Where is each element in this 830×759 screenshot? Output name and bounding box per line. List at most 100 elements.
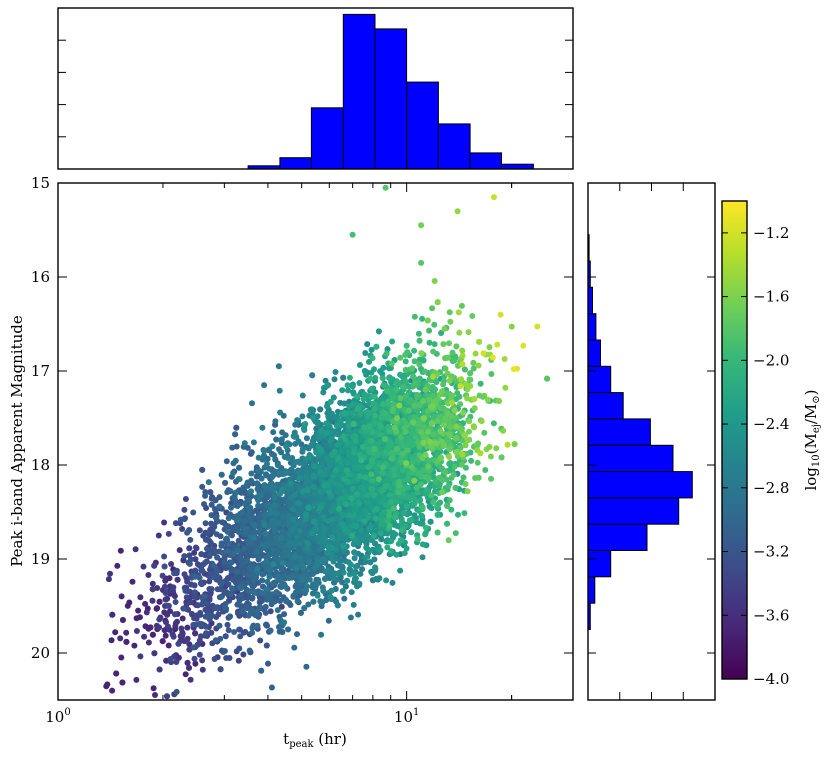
scatter-point bbox=[321, 534, 328, 541]
scatter-point bbox=[259, 595, 266, 602]
scatter-point bbox=[202, 520, 209, 527]
scatter-point bbox=[275, 462, 281, 469]
scatter-point bbox=[242, 530, 248, 537]
scatter-point bbox=[309, 571, 316, 577]
scatter-point bbox=[191, 582, 198, 589]
scatter-point bbox=[278, 437, 285, 444]
scatter-point bbox=[233, 489, 240, 496]
scatter-point bbox=[274, 607, 281, 614]
scatter-point bbox=[245, 538, 252, 545]
scatter-point bbox=[233, 424, 240, 431]
scatter-point bbox=[133, 628, 140, 634]
scatter-point bbox=[149, 597, 156, 604]
scatter-point bbox=[275, 624, 282, 630]
scatter-point bbox=[283, 443, 290, 450]
scatter-point bbox=[134, 737, 140, 743]
scatter-point bbox=[249, 595, 256, 602]
scatter-point bbox=[266, 573, 273, 580]
scatter-point bbox=[208, 629, 215, 636]
scatter-point bbox=[276, 387, 283, 394]
scatter-point bbox=[187, 556, 194, 563]
scatter-point bbox=[132, 546, 139, 553]
scatter-point bbox=[348, 589, 355, 596]
scatter-point bbox=[419, 554, 426, 561]
scatter-point bbox=[196, 651, 203, 658]
scatter-point bbox=[324, 549, 331, 556]
scatter-point bbox=[344, 577, 351, 584]
scatter-point bbox=[272, 469, 279, 476]
scatter-point bbox=[241, 517, 248, 524]
scatter-point bbox=[250, 534, 257, 541]
scatter-point bbox=[306, 576, 313, 583]
scatter-point bbox=[109, 687, 116, 694]
scatter-point bbox=[248, 477, 255, 484]
scatter-point bbox=[351, 555, 358, 562]
scatter-point bbox=[228, 559, 235, 566]
top-histogram-bar bbox=[469, 152, 503, 170]
scatter-point bbox=[371, 556, 378, 563]
scatter-point bbox=[291, 644, 298, 651]
scatter-point bbox=[304, 545, 311, 552]
scatter-point bbox=[149, 586, 156, 593]
scatter-point bbox=[272, 418, 279, 425]
scatter-point bbox=[278, 566, 285, 573]
scatter-point bbox=[278, 534, 285, 541]
scatter-point bbox=[159, 572, 166, 579]
scatter-point bbox=[217, 586, 224, 593]
scatter-point bbox=[221, 604, 228, 611]
scatter-point bbox=[192, 573, 199, 580]
scatter-point bbox=[232, 579, 239, 586]
scatter-point bbox=[291, 433, 298, 440]
scatter-point bbox=[299, 392, 306, 399]
scatter-point bbox=[253, 549, 260, 556]
scatter-point bbox=[294, 533, 301, 540]
scatter-point bbox=[142, 623, 149, 630]
scatter-point bbox=[182, 496, 189, 502]
scatter-point bbox=[285, 626, 292, 633]
scatter-point bbox=[244, 558, 251, 565]
scatter-point bbox=[309, 590, 316, 597]
scatter-point bbox=[261, 522, 268, 529]
scatter-point bbox=[131, 642, 138, 649]
scatter-point bbox=[234, 568, 241, 575]
scatter-point bbox=[135, 607, 142, 614]
scatter-point bbox=[239, 562, 246, 569]
scatter-point bbox=[324, 456, 331, 463]
scatter-point bbox=[224, 621, 231, 628]
scatter-point bbox=[117, 547, 124, 554]
scatter-point bbox=[162, 632, 169, 639]
scatter-point bbox=[174, 576, 181, 583]
scatter-point bbox=[340, 374, 347, 381]
scatter-point bbox=[261, 382, 268, 389]
scatter-point bbox=[181, 553, 188, 560]
scatter-point bbox=[241, 440, 248, 447]
scatter-point bbox=[267, 608, 274, 615]
scatter-point bbox=[202, 559, 209, 566]
scatter-point bbox=[291, 491, 298, 498]
scatter-point bbox=[279, 513, 286, 520]
scatter-point bbox=[208, 521, 215, 528]
top-histogram-bar bbox=[406, 81, 439, 170]
scatter-point bbox=[216, 503, 223, 510]
scatter-point bbox=[338, 557, 345, 564]
scatter-point bbox=[244, 600, 251, 607]
scatter-point bbox=[173, 659, 180, 665]
scatter-point bbox=[263, 558, 270, 565]
scatter-point bbox=[284, 454, 291, 461]
scatter-point bbox=[214, 604, 221, 611]
scatter-point bbox=[237, 633, 244, 640]
scatter-point bbox=[240, 651, 247, 658]
scatter-point bbox=[257, 492, 263, 499]
scatter-point bbox=[191, 655, 198, 662]
scatter-point bbox=[269, 487, 276, 494]
scatter-point bbox=[255, 502, 262, 509]
scatter-point bbox=[221, 559, 228, 566]
top-histogram-bar bbox=[437, 123, 471, 170]
top-histogram-bar bbox=[342, 13, 376, 170]
scatter-point bbox=[208, 501, 215, 508]
scatter-point bbox=[211, 562, 217, 569]
scatter-point bbox=[292, 523, 298, 530]
scatter-point bbox=[232, 457, 239, 464]
scatter-point bbox=[104, 681, 111, 688]
scatter-point bbox=[172, 611, 178, 618]
